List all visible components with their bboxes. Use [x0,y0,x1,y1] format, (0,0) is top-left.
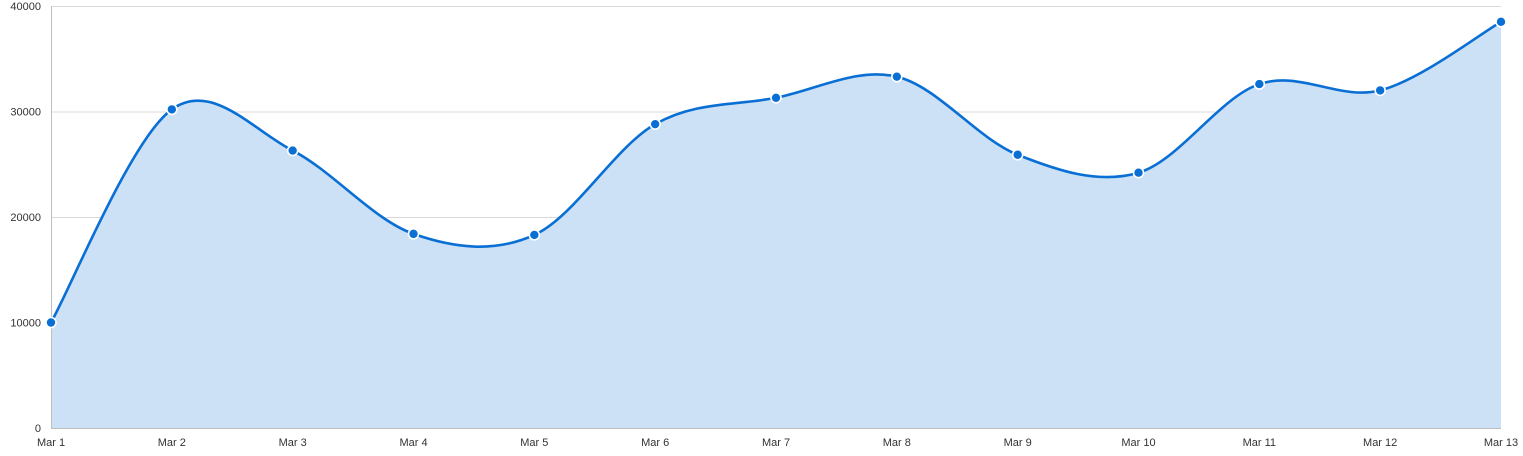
data-point [1253,78,1266,90]
data-point [1132,166,1145,179]
line-layer [49,20,1503,324]
x-tick-label: Mar 1 [37,437,65,449]
series-line [49,20,1503,324]
data-point [1374,84,1386,97]
y-tick-label: 40000 [10,1,41,13]
data-point [1495,16,1507,28]
x-tick-labels: Mar 1 Mar 2 Mar 3 Mar 4 Mar 5 Mar 6 Mar 7 Mar 8… [37,437,1518,449]
area-layer [51,21,1501,428]
x-tick-label: Mar 9 [1004,437,1032,449]
x-tick-label: Mar 11 [1243,437,1276,449]
x-tick-label: Mar 3 [279,437,307,449]
data-point [45,316,57,329]
y-tick-label: 0 [35,423,41,435]
x-tick-label: Mar 10 [1121,437,1155,449]
data-point [891,70,903,83]
y-tick-label: 30000 [10,107,41,119]
x-tick-label: Mar 12 [1363,437,1397,449]
x-tick-label: Mar 7 [762,437,790,449]
x-tick-label: Mar 4 [399,437,427,449]
data-point [166,103,178,116]
data-point [528,229,541,241]
data-point [770,91,782,104]
data-point [286,144,299,157]
x-tick-label: Mar 8 [883,437,911,449]
x-tick-label: Mar 5 [520,437,548,449]
area-fill [51,21,1501,428]
x-tick-label: Mar 6 [641,437,669,449]
y-tick-label: 10000 [10,318,41,330]
data-point [649,118,661,130]
data-points [45,16,1507,329]
axes [51,6,1501,429]
data-point [407,228,420,240]
x-tick-label: Mar 13 [1484,437,1518,449]
y-tick-label: 20000 [10,212,41,224]
y-tick-labels: 0 10000 20000 30000 40000 [10,1,41,435]
x-tick-label: Mar 2 [158,437,186,449]
data-point [1011,148,1024,161]
